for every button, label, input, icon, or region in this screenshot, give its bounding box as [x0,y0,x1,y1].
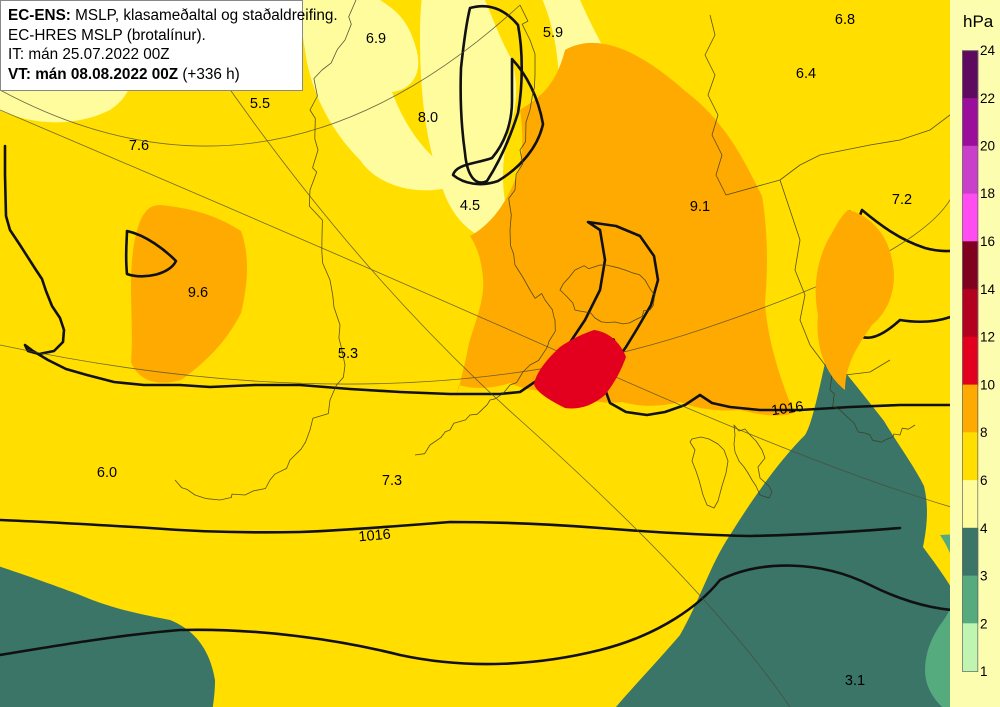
svg-text:2: 2 [980,617,988,632]
svg-text:3: 3 [980,569,988,584]
svg-text:18: 18 [980,186,995,201]
svg-text:16: 16 [980,234,995,249]
svg-text:22: 22 [980,91,995,106]
svg-text:6: 6 [980,473,988,488]
svg-text:12: 12 [980,330,995,345]
svg-text:10: 10 [980,378,995,393]
svg-text:4: 4 [980,521,988,536]
svg-text:1: 1 [980,664,988,679]
svg-text:20: 20 [980,139,995,154]
svg-text:14: 14 [980,282,996,297]
svg-text:24: 24 [980,43,996,58]
svg-text:8: 8 [980,425,988,440]
svg-text:hPa: hPa [963,12,994,31]
